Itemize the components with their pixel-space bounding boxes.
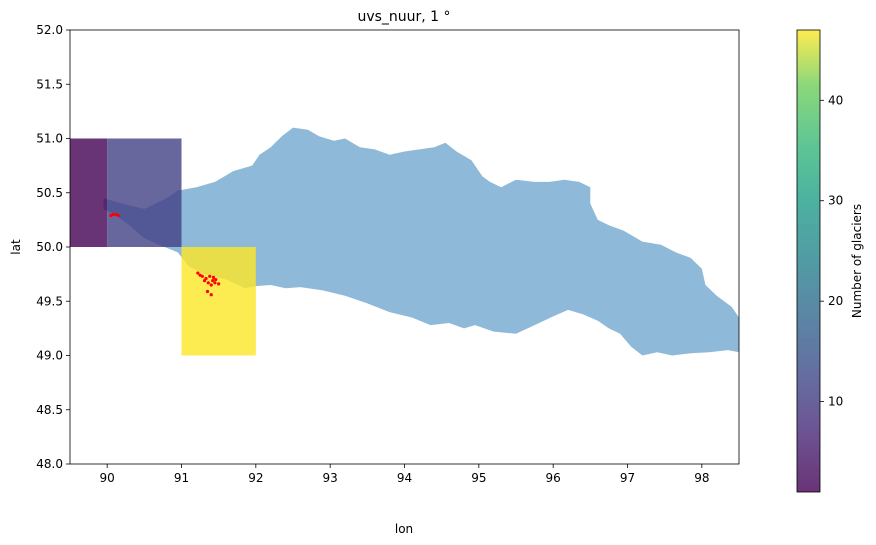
x-tick-label: 97 xyxy=(620,471,635,485)
x-tick-label: 94 xyxy=(397,471,412,485)
glacier-point-10 xyxy=(213,281,217,285)
glacier-point-16 xyxy=(205,289,210,294)
y-axis-label: lat xyxy=(9,239,23,255)
colorbar-tick-label: 10 xyxy=(828,395,843,409)
colorbar-tick-label: 30 xyxy=(828,194,843,208)
x-tick-label: 96 xyxy=(546,471,561,485)
y-tick-label: 49.0 xyxy=(36,349,63,363)
glacier-point-9 xyxy=(211,279,215,283)
glacier-point-11 xyxy=(217,282,221,286)
glacier-point-12 xyxy=(206,281,210,285)
colorbar-label: Number of glaciers xyxy=(850,204,864,318)
x-tick-label: 98 xyxy=(694,471,709,485)
glacier-point-14 xyxy=(202,279,207,283)
glacier-point-5 xyxy=(196,271,200,275)
y-tick-label: 48.0 xyxy=(36,457,63,471)
y-tick-label: 51.5 xyxy=(36,77,63,91)
grid-cell-2 xyxy=(107,138,182,247)
y-tick-label: 52.0 xyxy=(36,23,63,37)
y-tick-label: 48.5 xyxy=(36,403,63,417)
glacier-point-17 xyxy=(209,293,213,297)
colorbar-gradient xyxy=(796,29,821,493)
x-tick-label: 92 xyxy=(248,471,263,485)
x-tick-label: 95 xyxy=(471,471,486,485)
x-axis-label: lon xyxy=(395,522,413,536)
grid-cell-3 xyxy=(181,247,256,356)
x-axis-ticks: 90 91 92 93 94 95 96 97 98 xyxy=(100,464,709,485)
colorbar-tick-label: 20 xyxy=(828,294,843,308)
glacier-grid-cells xyxy=(70,138,256,356)
glacier-point-4 xyxy=(116,213,120,218)
chart-title: uvs_nuur, 1 ° xyxy=(357,9,450,25)
grid-cell-1 xyxy=(70,138,108,247)
colorbar-tick-label: 40 xyxy=(828,93,843,107)
colorbar-ticks: 10 20 30 40 xyxy=(820,93,843,409)
x-tick-label: 91 xyxy=(174,471,189,485)
y-tick-label: 51.0 xyxy=(36,132,63,146)
y-axis-ticks: 48.0 48.5 49.0 49.5 50.0 50.5 51.0 51.5 52.0 xyxy=(36,23,70,471)
colorbar: 10 20 30 40 Number of glaciers xyxy=(796,29,864,493)
glacier-point-8 xyxy=(208,274,212,278)
glacier-points xyxy=(109,212,221,297)
glacier-point-15 xyxy=(214,277,218,282)
glacier-point-13 xyxy=(209,283,213,287)
x-tick-label: 93 xyxy=(323,471,338,485)
basin-outline xyxy=(103,127,739,356)
y-tick-label: 49.5 xyxy=(36,294,63,308)
x-tick-label: 90 xyxy=(100,471,115,485)
y-tick-label: 50.5 xyxy=(36,186,63,200)
glacier-point-18 xyxy=(198,273,202,277)
glacier-point-2 xyxy=(111,212,115,217)
plot-area xyxy=(70,127,739,356)
glacier-point-19 xyxy=(211,275,216,279)
y-tick-label: 50.0 xyxy=(36,240,63,254)
